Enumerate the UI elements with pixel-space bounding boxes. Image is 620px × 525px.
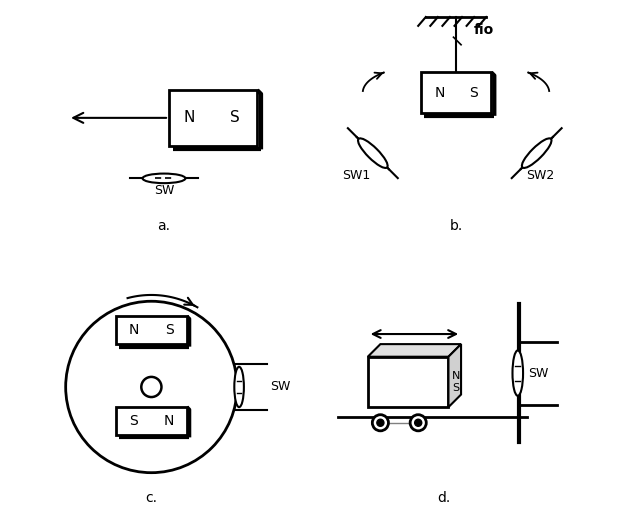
Ellipse shape bbox=[513, 350, 523, 396]
Text: b.: b. bbox=[450, 219, 463, 233]
Ellipse shape bbox=[522, 139, 552, 168]
Bar bbox=[116, 317, 187, 344]
Text: S: S bbox=[469, 86, 478, 100]
Text: N: N bbox=[435, 86, 445, 100]
Text: N: N bbox=[164, 414, 174, 428]
Text: d.: d. bbox=[436, 491, 450, 505]
Text: N: N bbox=[128, 323, 139, 337]
Text: fio: fio bbox=[474, 23, 494, 37]
Text: SW: SW bbox=[528, 366, 548, 380]
Text: SW1: SW1 bbox=[343, 170, 371, 182]
Bar bbox=[421, 72, 491, 113]
Polygon shape bbox=[368, 344, 461, 356]
Ellipse shape bbox=[234, 367, 244, 407]
Text: S: S bbox=[130, 414, 138, 428]
Bar bbox=[368, 356, 448, 407]
Text: SW: SW bbox=[270, 381, 290, 393]
Text: S: S bbox=[453, 383, 459, 393]
Text: N: N bbox=[452, 371, 460, 381]
Circle shape bbox=[377, 419, 384, 426]
Text: S: S bbox=[229, 110, 239, 125]
Circle shape bbox=[373, 415, 389, 431]
Text: SW: SW bbox=[154, 184, 174, 197]
Text: N: N bbox=[184, 110, 195, 125]
Circle shape bbox=[410, 415, 427, 431]
Polygon shape bbox=[448, 344, 461, 407]
Ellipse shape bbox=[358, 139, 388, 168]
Text: S: S bbox=[165, 323, 174, 337]
Ellipse shape bbox=[143, 174, 185, 183]
Bar bbox=[169, 90, 257, 145]
Text: SW2: SW2 bbox=[526, 170, 555, 182]
Text: a.: a. bbox=[157, 219, 170, 233]
Bar bbox=[116, 407, 187, 435]
Circle shape bbox=[415, 419, 422, 426]
Text: c.: c. bbox=[145, 491, 157, 505]
